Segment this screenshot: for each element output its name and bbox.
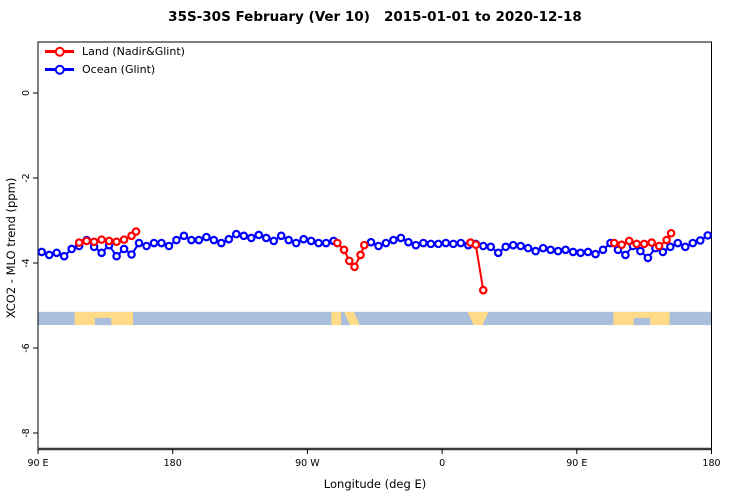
- chart-title: 35S-30S February (Ver 10) 2015-01-01 to …: [168, 9, 582, 25]
- svg-text:0: 0: [439, 458, 445, 469]
- svg-text:180: 180: [702, 458, 720, 469]
- svg-text:180: 180: [164, 458, 182, 469]
- svg-text:0: 0: [21, 90, 32, 96]
- legend-item-land: Land (Nadir&Glint): [45, 44, 185, 59]
- svg-text:90 E: 90 E: [27, 458, 48, 469]
- svg-text:-6: -6: [21, 343, 32, 352]
- x-axis-label: Longitude (deg E): [323, 477, 427, 491]
- legend: Land (Nadir&Glint) Ocean (Glint): [45, 44, 185, 77]
- series-Ocean (Glint): [38, 229, 712, 263]
- legend-label-ocean: Ocean (Glint): [82, 63, 156, 76]
- y-axis-label: XCO2 - MLO trend (ppm): [4, 177, 18, 319]
- svg-text:90 W: 90 W: [295, 458, 320, 469]
- svg-text:-2: -2: [21, 173, 32, 182]
- ocean-series-marker-icon: [45, 64, 74, 75]
- svg-text:-8: -8: [21, 428, 32, 437]
- legend-label-land: Land (Nadir&Glint): [82, 45, 185, 58]
- series-group: [38, 227, 712, 295]
- series-Land (Nadir&Glint): [74, 227, 676, 295]
- svg-text:90 E: 90 E: [566, 458, 587, 469]
- land-series-marker-icon: [45, 46, 74, 57]
- land-water-strip: [38, 311, 712, 326]
- svg-text:-4: -4: [21, 258, 32, 267]
- legend-item-ocean: Ocean (Glint): [45, 62, 185, 77]
